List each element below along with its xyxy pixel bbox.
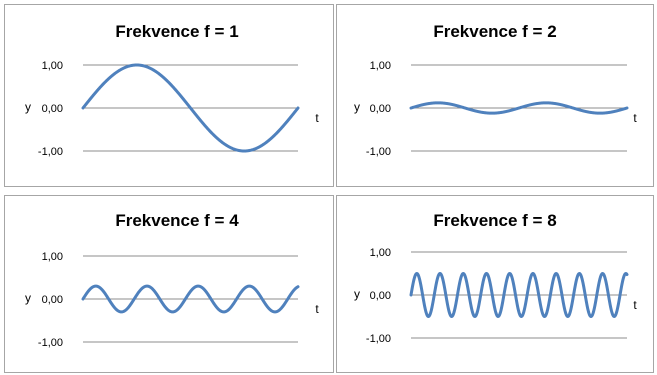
y-tick-label: 0,00 (42, 103, 63, 115)
y-tick-label: -1,00 (38, 146, 63, 158)
x-axis-label: t (633, 298, 637, 312)
chart-title: Frekvence f = 2 (433, 22, 556, 41)
y-axis-label: y (354, 100, 360, 114)
y-tick-label: 1,00 (42, 60, 63, 72)
y-tick-label: 1,00 (370, 247, 391, 259)
chart-panel-f8: Frekvence f = 8 1,00 0,00 -1,00 y t (336, 195, 654, 373)
y-axis-label: y (25, 100, 31, 114)
chart-svg-f1: Frekvence f = 1 1,00 0,00 -1,00 y t (25, 22, 319, 158)
y-tick-label: -1,00 (366, 333, 391, 345)
series-line (81, 284, 300, 314)
chart-panel-f2: Frekvence f = 2 1,00 0,00 -1,00 y t (336, 4, 654, 187)
y-tick-label: 0,00 (42, 294, 63, 306)
chart-svg-f2: Frekvence f = 2 1,00 0,00 -1,00 y t (354, 22, 637, 158)
chart-panel-f4: Frekvence f = 4 1,00 0,00 -1,00 y t (4, 195, 334, 373)
y-tick-label: -1,00 (366, 146, 391, 158)
chart-svg-f4: Frekvence f = 4 1,00 0,00 -1,00 y t (25, 211, 319, 349)
x-axis-label: t (315, 302, 319, 316)
series-line (409, 101, 629, 115)
chart-svg-f8: Frekvence f = 8 1,00 0,00 -1,00 y t (354, 211, 637, 345)
y-tick-label: 0,00 (370, 290, 391, 302)
y-tick-label: -1,00 (38, 337, 63, 349)
y-tick-label: 1,00 (42, 251, 63, 263)
chart-title: Frekvence f = 8 (433, 211, 556, 230)
chart-panel-f1: Frekvence f = 1 1,00 0,00 -1,00 y t (4, 4, 334, 187)
series-line (409, 272, 629, 318)
series-line (81, 63, 300, 153)
y-axis-label: y (354, 287, 360, 301)
y-axis-label: y (25, 291, 31, 305)
x-axis-label: t (315, 111, 319, 125)
y-tick-label: 1,00 (370, 60, 391, 72)
chart-title: Frekvence f = 1 (115, 22, 238, 41)
y-tick-label: 0,00 (370, 103, 391, 115)
chart-title: Frekvence f = 4 (115, 211, 239, 230)
x-axis-label: t (633, 111, 637, 125)
